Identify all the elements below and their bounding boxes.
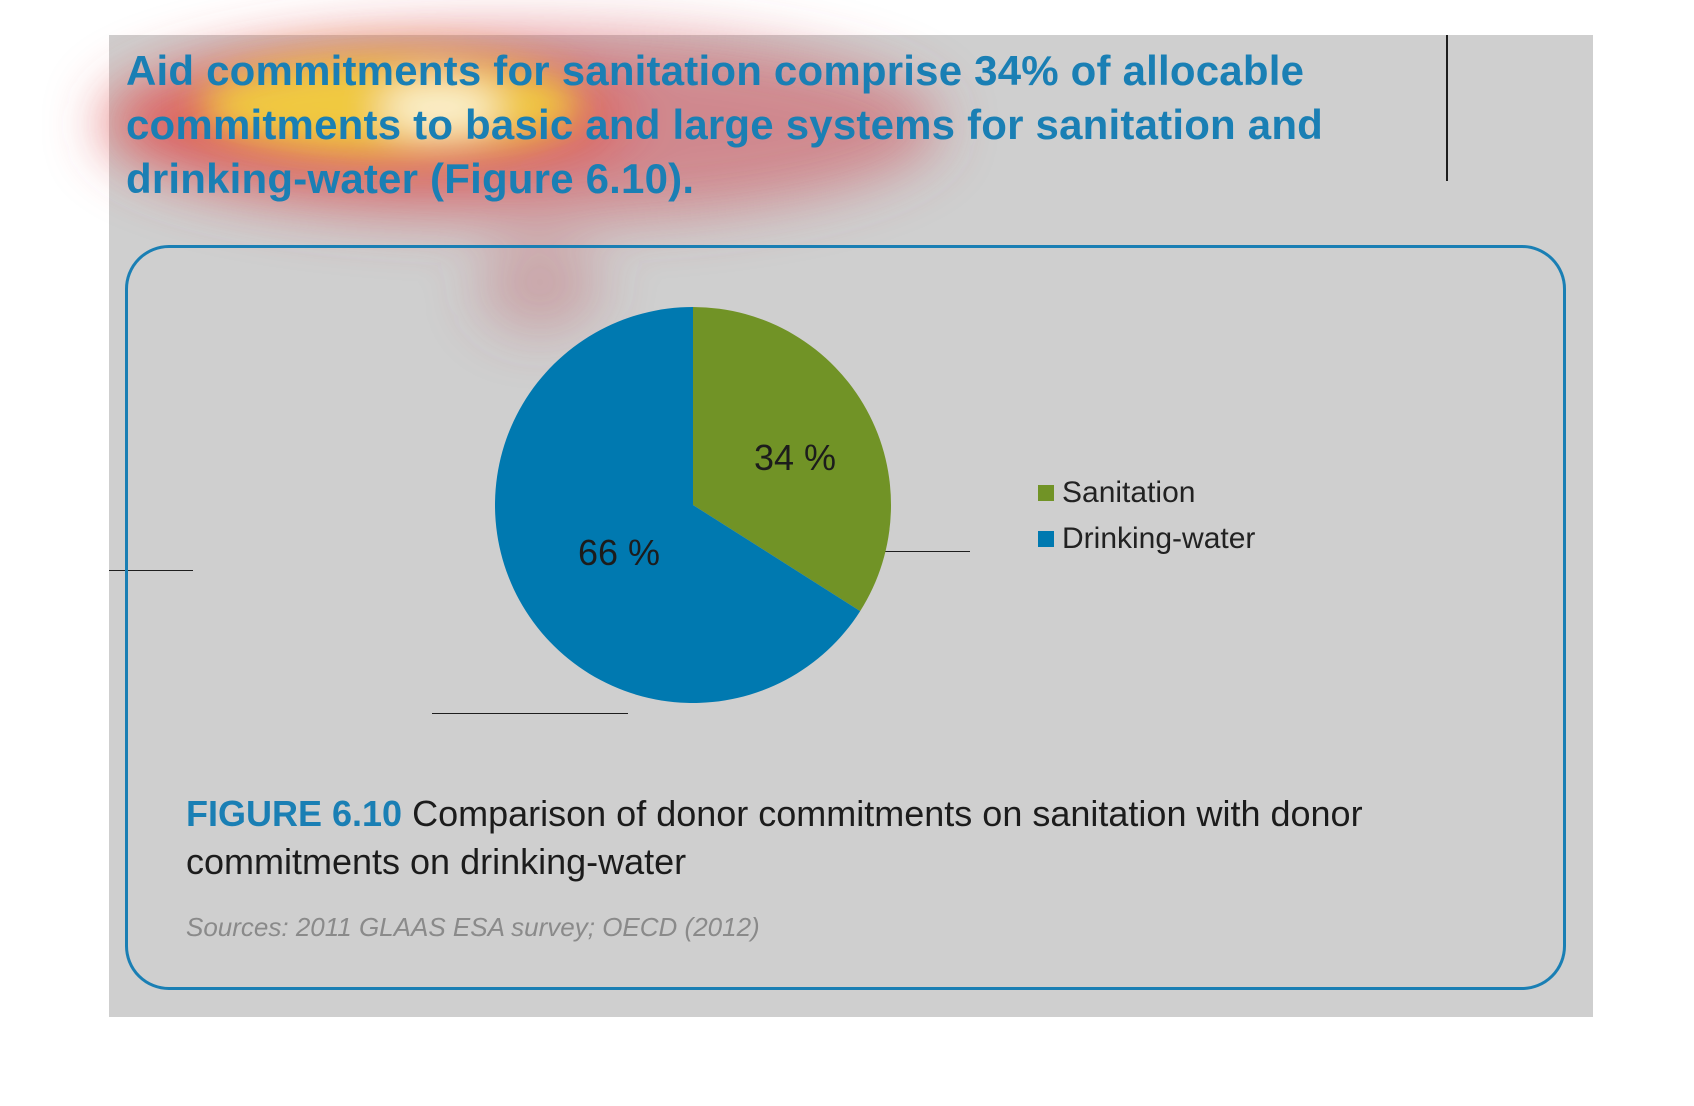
crop-mark-vertical <box>1446 35 1448 181</box>
crop-mark-right <box>880 551 970 552</box>
chart-legend: Sanitation Drinking-water <box>1038 470 1255 562</box>
legend-item-sanitation: Sanitation <box>1038 470 1255 516</box>
figure-caption: FIGURE 6.10 Comparison of donor commitme… <box>186 790 1486 886</box>
pie-slice-sanitation <box>693 307 891 612</box>
legend-label-drinking-water: Drinking-water <box>1062 522 1256 555</box>
legend-item-drinking-water: Drinking-water <box>1038 516 1255 562</box>
slice-label-drinking-water: 66 % <box>578 532 660 573</box>
figure-frame <box>125 245 1566 990</box>
crop-mark-left <box>109 570 193 571</box>
legend-swatch-sanitation <box>1038 485 1054 501</box>
legend-swatch-drinking-water <box>1038 531 1054 547</box>
slice-label-sanitation: 34 % <box>754 437 836 478</box>
figure-number: FIGURE 6.10 <box>186 793 403 834</box>
figure-caption-text: Comparison of donor commitments on sanit… <box>186 793 1363 882</box>
pie-slice-drinking-water <box>495 307 861 704</box>
headline-text: Aid commitments for sanitation comprise … <box>126 47 1324 202</box>
crop-mark-bottom <box>432 713 628 714</box>
figure-sources: Sources: 2011 GLAAS ESA survey; OECD (20… <box>186 912 760 942</box>
legend-label-sanitation: Sanitation <box>1062 476 1196 509</box>
